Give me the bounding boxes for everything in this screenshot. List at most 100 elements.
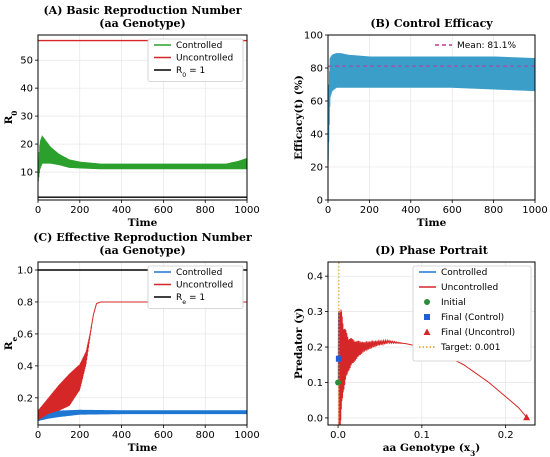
x-tick-label: 400	[401, 205, 420, 216]
panel-A: 0 200 400 600 800 1000 10 20 30 40 50 (A) Basic Rep…	[3, 4, 260, 229]
plot-area	[328, 53, 535, 164]
y-tick-label: 60	[310, 97, 323, 108]
x-tick-label: 200	[70, 430, 89, 441]
y-tick-label: 20	[20, 140, 33, 151]
series-controlled	[38, 409, 247, 421]
legend-label: Controlled	[441, 268, 487, 278]
x-tick-label: 800	[196, 205, 215, 216]
plot-frame	[327, 34, 536, 201]
legend-label: Final (Control)	[441, 313, 504, 323]
plot-area	[337, 262, 528, 425]
chart-title: (C) Effective Reproduction Number	[33, 231, 252, 244]
y-tick-label: 0.2	[17, 393, 33, 404]
legend: Controlled Uncontrolled Initial Final (Cont…	[412, 265, 532, 362]
y-tick-label: 10	[20, 168, 33, 179]
x-tick-label: 1000	[234, 430, 259, 441]
x-tick-label: 200	[360, 205, 379, 216]
panel-B: 0 200 400 600 800 1000 0 20 40 60 80 100 (B) Control…	[293, 17, 548, 229]
y-axis-label-group: Predator (y)	[293, 308, 305, 379]
y-tick-label: 0.4	[307, 272, 323, 283]
legend: Mean: 81.1%	[435, 41, 516, 51]
y-axis-label: Re	[3, 336, 19, 350]
x-tick-label: 0	[325, 205, 331, 216]
legend-label: Uncontrolled	[176, 281, 233, 291]
x-axis-label: aa Genotype (x3)	[383, 442, 481, 457]
panel-C: 0 200 400 600 800 1000 0.2 0.4 0.6 0.8 1.0 (C) Effe…	[3, 231, 260, 454]
chart-title: (B) Control Efficacy	[370, 17, 493, 30]
y-tick-label: 0.3	[307, 307, 323, 318]
plot-frame	[327, 261, 536, 426]
y-tick-label: 0.4	[17, 361, 33, 372]
y-tick-label: 30	[20, 112, 33, 123]
y-axis-label-group: Efficacy(t) (%)	[293, 75, 305, 160]
legend-marker	[424, 314, 430, 320]
y-tick-label: 50	[20, 56, 33, 67]
x-tick-label: 600	[154, 205, 173, 216]
y-tick-label: 0	[317, 196, 323, 207]
y-tick-label: 1.0	[17, 265, 33, 276]
legend: Controlled Uncontrolled Re = 1	[147, 265, 244, 309]
chart-subtitle: (aa Genotype)	[99, 17, 185, 30]
y-tick-label: 100	[304, 31, 323, 42]
y-tick-label: 0.8	[17, 297, 33, 308]
legend-marker	[423, 328, 431, 335]
legend-marker	[424, 299, 430, 305]
x-tick-label: 800	[196, 430, 215, 441]
legend-label: Final (Uncontrol)	[441, 328, 515, 338]
y-axis-label: Efficacy(t) (%)	[293, 75, 305, 160]
chart-title: (D) Phase Portrait	[375, 244, 488, 257]
x-tick-label: 800	[484, 205, 503, 216]
x-tick-label: 0	[35, 430, 41, 441]
plot-frame	[37, 34, 248, 201]
y-axis-label: Predator (y)	[293, 308, 305, 379]
x-tick-label: 200	[70, 205, 89, 216]
x-tick-label: 400	[112, 205, 131, 216]
legend: Controlled Uncontrolled R0 = 1	[147, 38, 244, 82]
x-tick-label: 0	[35, 205, 41, 216]
legend-box	[412, 265, 532, 362]
y-tick-label: 0.1	[307, 378, 323, 389]
legend-box	[147, 265, 244, 309]
series-uncontrolled	[38, 301, 247, 421]
series-uncontrolled	[338, 309, 528, 425]
y-tick-label: 0.0	[307, 413, 323, 424]
series-efficacy	[328, 53, 535, 164]
y-axis-label-group: Re	[3, 336, 19, 350]
x-tick-label: 600	[154, 430, 173, 441]
y-tick-label: 0.6	[17, 329, 33, 340]
x-tick-label: 400	[112, 430, 131, 441]
legend-label: Uncontrolled	[176, 54, 233, 64]
series-controlled	[38, 135, 247, 182]
y-tick-label: 80	[310, 64, 323, 75]
chart-subtitle: (aa Genotype)	[99, 244, 185, 257]
y-tick-label: 0.2	[307, 343, 323, 354]
chart-title: (A) Basic Reproduction Number	[43, 4, 241, 17]
legend-label: Mean: 81.1%	[457, 41, 516, 51]
y-axis-label-group: R0	[3, 111, 19, 125]
series-final-control--marker	[335, 355, 342, 362]
legend-label: Re = 1	[176, 293, 205, 306]
legend-label: Initial	[441, 298, 466, 308]
x-axis-label: Time	[128, 217, 158, 229]
y-tick-label: 20	[310, 163, 323, 174]
x-tick-label: 0.0	[330, 430, 346, 441]
panel-D: 0.0 0.1 0.2 0.0 0.1 0.2 0.3 0.4 (D) Phase Portra…	[293, 244, 536, 457]
x-tick-label: 1000	[522, 205, 547, 216]
y-tick-label: 40	[310, 130, 323, 141]
legend-label: R0 = 1	[176, 66, 205, 79]
y-tick-label: 40	[20, 84, 33, 95]
legend-box	[147, 38, 244, 82]
x-tick-label: 0.1	[414, 430, 430, 441]
legend-label: Uncontrolled	[441, 283, 498, 293]
x-tick-label: 1000	[234, 205, 259, 216]
series-final-uncontrol--marker	[523, 413, 531, 421]
legend-label: Controlled	[176, 41, 222, 51]
y-axis-label: R0	[3, 111, 19, 125]
legend-label: Target: 0.001	[440, 343, 501, 353]
series-initial-marker	[335, 379, 342, 386]
x-axis-label: Time	[417, 217, 447, 229]
x-axis-label: Time	[128, 442, 158, 454]
plot-frame	[37, 261, 248, 426]
x-tick-label: 600	[443, 205, 462, 216]
